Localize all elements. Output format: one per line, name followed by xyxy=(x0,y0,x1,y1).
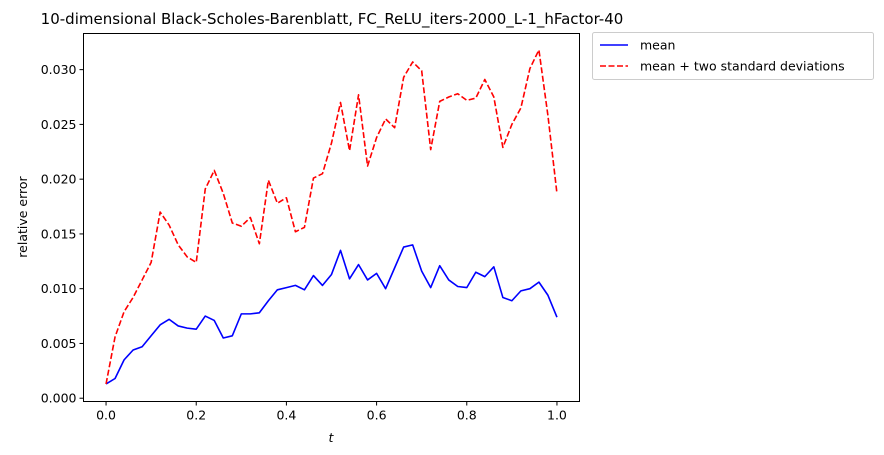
y-tick-label: 0.015 xyxy=(41,226,77,241)
series-line-mean xyxy=(105,244,558,385)
y-tick-label: 0.030 xyxy=(41,62,77,77)
legend-label: mean + two standard deviations xyxy=(640,59,845,74)
x-tick-label: 0.4 xyxy=(276,408,296,423)
legend-frame xyxy=(592,32,874,80)
legend: mean mean + two standard deviations xyxy=(592,32,874,80)
y-tick-label: 0.025 xyxy=(41,117,77,132)
x-tick-label: 0.6 xyxy=(367,408,387,423)
x-tick-label: 0.2 xyxy=(186,408,206,423)
x-tick-label: 1.0 xyxy=(547,408,567,423)
y-axis: 0.000 0.005 0.010 0.015 0.020 0.025 0.030 xyxy=(41,62,84,406)
legend-items: mean mean + two standard deviations xyxy=(600,38,845,74)
x-tick-label: 0.8 xyxy=(457,408,477,423)
y-tick-label: 0.005 xyxy=(41,336,77,351)
x-axis: 0.0 0.2 0.4 0.6 0.8 1.0 xyxy=(96,401,567,423)
series-layer xyxy=(105,49,558,385)
y-tick-label: 0.020 xyxy=(41,172,77,187)
legend-label: mean xyxy=(640,38,675,53)
chart-title: 10-dimensional Black-Scholes-Barenblatt,… xyxy=(41,10,624,29)
x-tick-label: 0.0 xyxy=(96,408,116,423)
x-axis-title: t xyxy=(329,430,335,445)
series-line-mean-plus-two-std xyxy=(105,49,558,385)
plot-area xyxy=(83,33,580,402)
y-tick-label: 0.010 xyxy=(41,281,77,296)
y-tick-label: 0.000 xyxy=(41,391,77,406)
y-axis-title: relative error xyxy=(15,175,30,257)
